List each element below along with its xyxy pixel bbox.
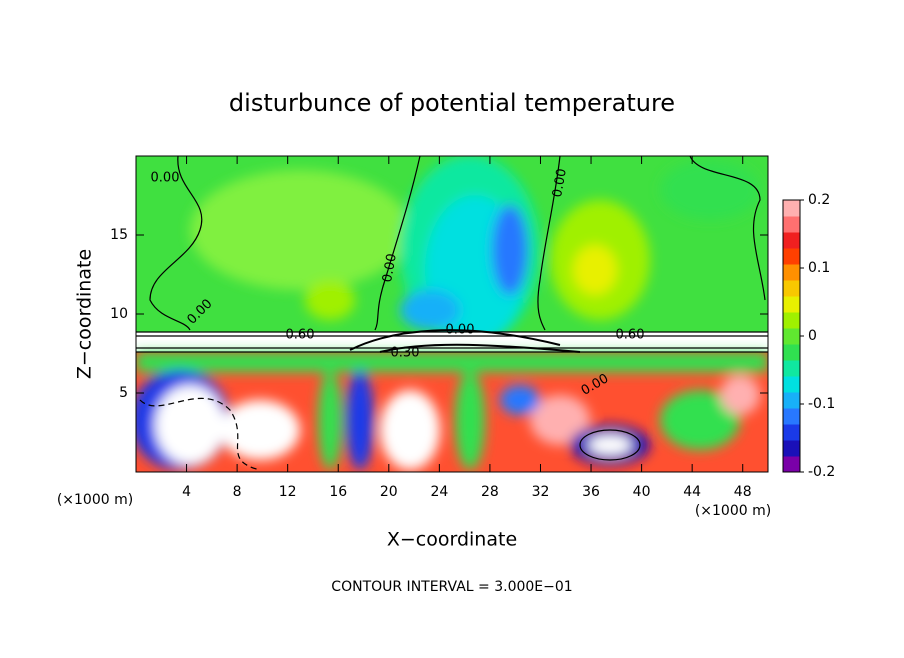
colorbar-cell (783, 440, 800, 457)
colorbar-cell (783, 376, 800, 393)
colorbar-cell (783, 232, 800, 249)
y-tick-label: 10 (110, 306, 128, 322)
y-axis-label: Z−coordinate (74, 249, 96, 379)
x-tick-label: 32 (532, 484, 550, 500)
x-unit: (×1000 m) (695, 503, 771, 519)
contour-label: 0.60 (616, 328, 645, 343)
colorbar-cell (783, 424, 800, 441)
colorbar-tick-label: -0.2 (808, 464, 835, 480)
colorbar-tick-label: 0.1 (808, 260, 830, 276)
colorbar-tick-label: 0 (808, 328, 817, 344)
x-tick-label: 36 (582, 484, 600, 500)
contour-label: 0.60 (286, 328, 315, 343)
chart-title: disturbunce of potential temperature (229, 89, 675, 117)
colorbar-cell (783, 408, 800, 425)
x-tick-label: 16 (329, 484, 347, 500)
x-tick-label: 40 (633, 484, 651, 500)
colorbar-tick-label: -0.1 (808, 396, 835, 412)
x-tick-label: 48 (734, 484, 752, 500)
colorbar-cell (783, 312, 800, 329)
footer: CONTOUR INTERVAL = 3.000E−01 (331, 579, 572, 595)
x-tick-label: 4 (182, 484, 191, 500)
colorbar-cell (783, 344, 800, 361)
colorbar-cell (783, 200, 800, 217)
field (136, 156, 768, 472)
colorbar-cell (783, 280, 800, 297)
colorbar-cell (783, 360, 800, 377)
x-tick-label: 8 (233, 484, 242, 500)
colorbar-cell (783, 248, 800, 265)
colorbar-cell (783, 264, 800, 281)
x-tick-label: 12 (279, 484, 297, 500)
x-tick-label: 24 (430, 484, 448, 500)
colorbar-cell (783, 328, 800, 345)
x-tick-label: 28 (481, 484, 499, 500)
y-tick-label: 15 (110, 227, 128, 243)
contour-label: 0.00 (550, 167, 570, 198)
y-tick-label: 5 (119, 385, 128, 401)
colorbar-cell (783, 216, 800, 233)
colorbar-tick-label: 0.2 (808, 192, 830, 208)
x-axis-label: X−coordinate (387, 529, 517, 551)
contour-label: 0.00 (446, 323, 475, 338)
contour-label: 0.00 (380, 252, 400, 283)
y-unit: (×1000 m) (57, 492, 133, 508)
colorbar-cell (783, 456, 800, 473)
x-tick-label: 44 (683, 484, 701, 500)
x-tick-label: 20 (380, 484, 398, 500)
colorbar-cell (783, 392, 800, 409)
contour-label: 0.30 (391, 346, 420, 361)
colorbar-cell (783, 296, 800, 313)
contour-label: 0.00 (151, 171, 180, 186)
